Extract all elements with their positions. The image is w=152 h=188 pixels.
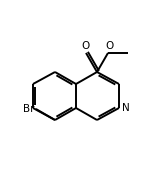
Text: N: N xyxy=(122,103,130,113)
Text: Br: Br xyxy=(23,104,35,114)
Text: O: O xyxy=(81,41,89,51)
Text: O: O xyxy=(105,41,113,51)
